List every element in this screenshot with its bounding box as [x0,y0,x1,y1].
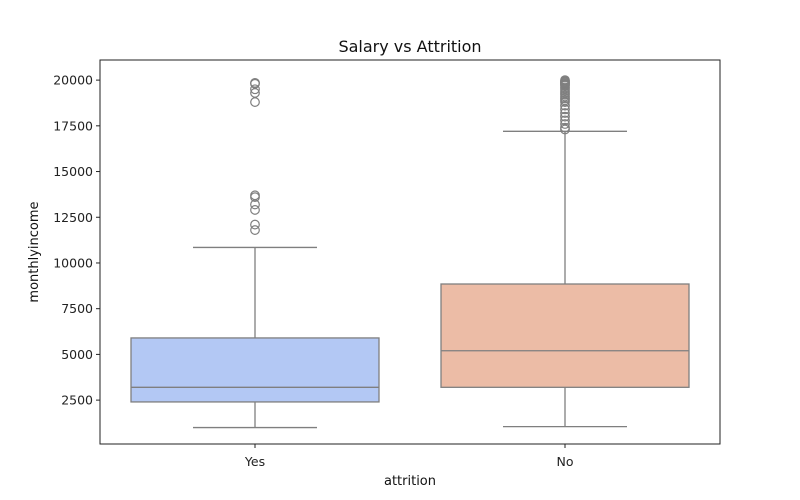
outlier-point [560,111,570,122]
plot-frame [99,59,721,445]
box-iqr [130,337,380,403]
x-tick-label: No [557,454,574,469]
box-iqr [440,283,690,388]
y-tick-label: 5000 [61,347,93,362]
x-tick-label: Yes [244,454,265,469]
y-axis: 2500 5000 7500 10000 12500 15000 17500 20000 [53,73,100,408]
y-tick-label: 20000 [53,73,93,88]
outlier-point [560,108,570,118]
y-tick-label: 12500 [53,210,93,225]
box-group-yes [130,77,380,429]
y-tick-label: 17500 [53,118,93,133]
outlier-point [560,119,570,129]
y-tick-label: 7500 [61,301,93,316]
y-tick-label: 10000 [53,255,93,270]
outlier-point [560,115,570,126]
outlier-point [250,190,260,201]
x-axis-label: attrition [384,474,436,489]
y-tick-label: 15000 [53,164,93,179]
outlier-point [250,219,260,230]
outlier-point [250,205,260,215]
x-axis: Yes No [244,444,574,469]
outlier-point [250,225,260,235]
y-tick-label: 2500 [61,393,93,408]
outlier-point [250,77,260,88]
y-axis-label: monthlyincome [27,201,42,302]
outlier-point [250,84,260,95]
chart-title: Salary vs Attrition [338,37,481,56]
outlier-point [250,97,260,107]
outlier-point [560,122,570,133]
box-group-no [440,75,690,428]
plot-area [130,75,690,429]
outlier-point [560,75,570,86]
